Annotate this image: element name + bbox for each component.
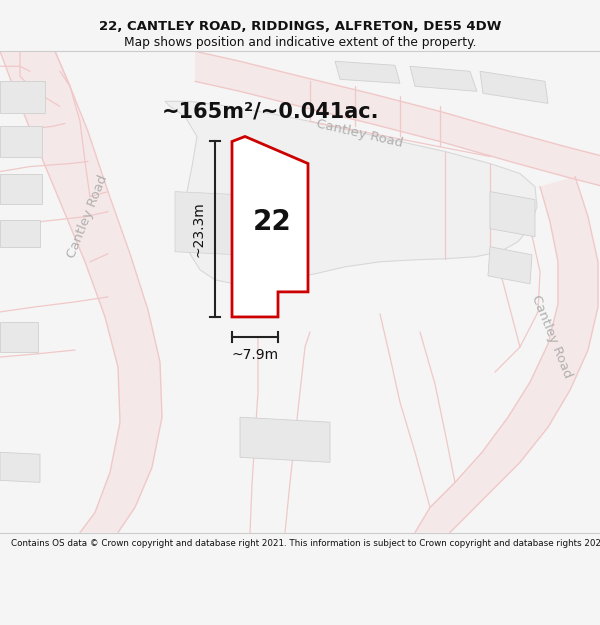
Text: Cantley Road: Cantley Road [316, 117, 404, 150]
Text: 22: 22 [253, 208, 292, 236]
Polygon shape [0, 219, 40, 247]
Text: Cantley Road: Cantley Road [529, 294, 575, 381]
Polygon shape [488, 247, 532, 284]
Polygon shape [410, 66, 477, 91]
Polygon shape [240, 418, 330, 462]
Polygon shape [175, 192, 280, 257]
Polygon shape [480, 71, 548, 103]
Text: ~7.9m: ~7.9m [232, 348, 278, 362]
Text: Map shows position and indicative extent of the property.: Map shows position and indicative extent… [124, 36, 476, 49]
Polygon shape [232, 136, 308, 317]
Polygon shape [0, 322, 38, 352]
Polygon shape [490, 192, 535, 237]
Text: ~165m²/~0.041ac.: ~165m²/~0.041ac. [161, 101, 379, 121]
Text: 22, CANTLEY ROAD, RIDDINGS, ALFRETON, DE55 4DW: 22, CANTLEY ROAD, RIDDINGS, ALFRETON, DE… [99, 21, 501, 33]
Polygon shape [0, 81, 45, 113]
Polygon shape [415, 177, 598, 532]
Polygon shape [0, 51, 162, 532]
Polygon shape [335, 61, 400, 83]
Text: ~23.3m: ~23.3m [192, 201, 206, 257]
Polygon shape [195, 51, 600, 186]
Polygon shape [0, 174, 42, 204]
Polygon shape [0, 452, 40, 482]
Polygon shape [0, 126, 42, 156]
Text: Contains OS data © Crown copyright and database right 2021. This information is : Contains OS data © Crown copyright and d… [11, 539, 600, 548]
Polygon shape [165, 101, 537, 284]
Text: Cantley Road: Cantley Road [65, 173, 110, 260]
